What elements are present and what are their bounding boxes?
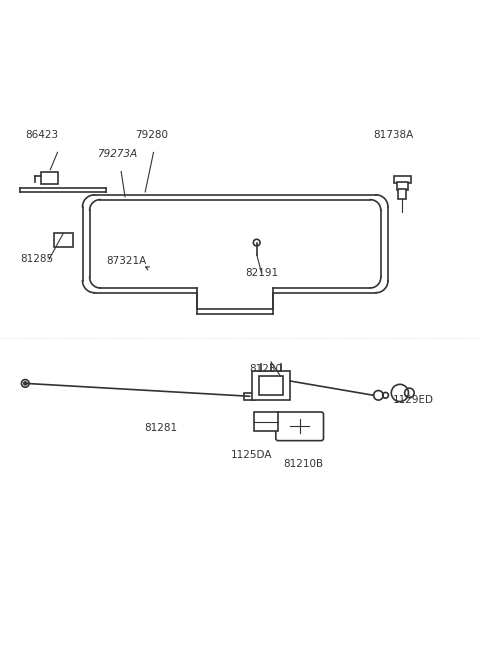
FancyBboxPatch shape — [398, 189, 406, 198]
Text: 1125DA: 1125DA — [230, 450, 272, 460]
Text: 79273A: 79273A — [97, 149, 137, 159]
Text: 79280: 79280 — [135, 130, 168, 140]
FancyBboxPatch shape — [394, 176, 411, 183]
Text: 86423: 86423 — [25, 130, 59, 140]
Text: 81285: 81285 — [21, 254, 54, 264]
FancyBboxPatch shape — [276, 412, 324, 441]
Text: 1129ED: 1129ED — [393, 395, 434, 405]
Text: 87321A: 87321A — [107, 256, 146, 267]
FancyBboxPatch shape — [54, 233, 73, 248]
Text: 81738A: 81738A — [373, 130, 414, 140]
FancyBboxPatch shape — [252, 371, 290, 400]
Text: 81281: 81281 — [144, 424, 178, 434]
Text: 82191: 82191 — [245, 269, 278, 279]
FancyBboxPatch shape — [259, 376, 283, 396]
FancyBboxPatch shape — [40, 172, 58, 184]
Text: 81230: 81230 — [250, 364, 283, 374]
FancyBboxPatch shape — [396, 183, 408, 190]
FancyBboxPatch shape — [254, 412, 278, 431]
Text: 81210B: 81210B — [283, 459, 323, 469]
FancyBboxPatch shape — [244, 393, 255, 399]
Circle shape — [24, 382, 27, 385]
